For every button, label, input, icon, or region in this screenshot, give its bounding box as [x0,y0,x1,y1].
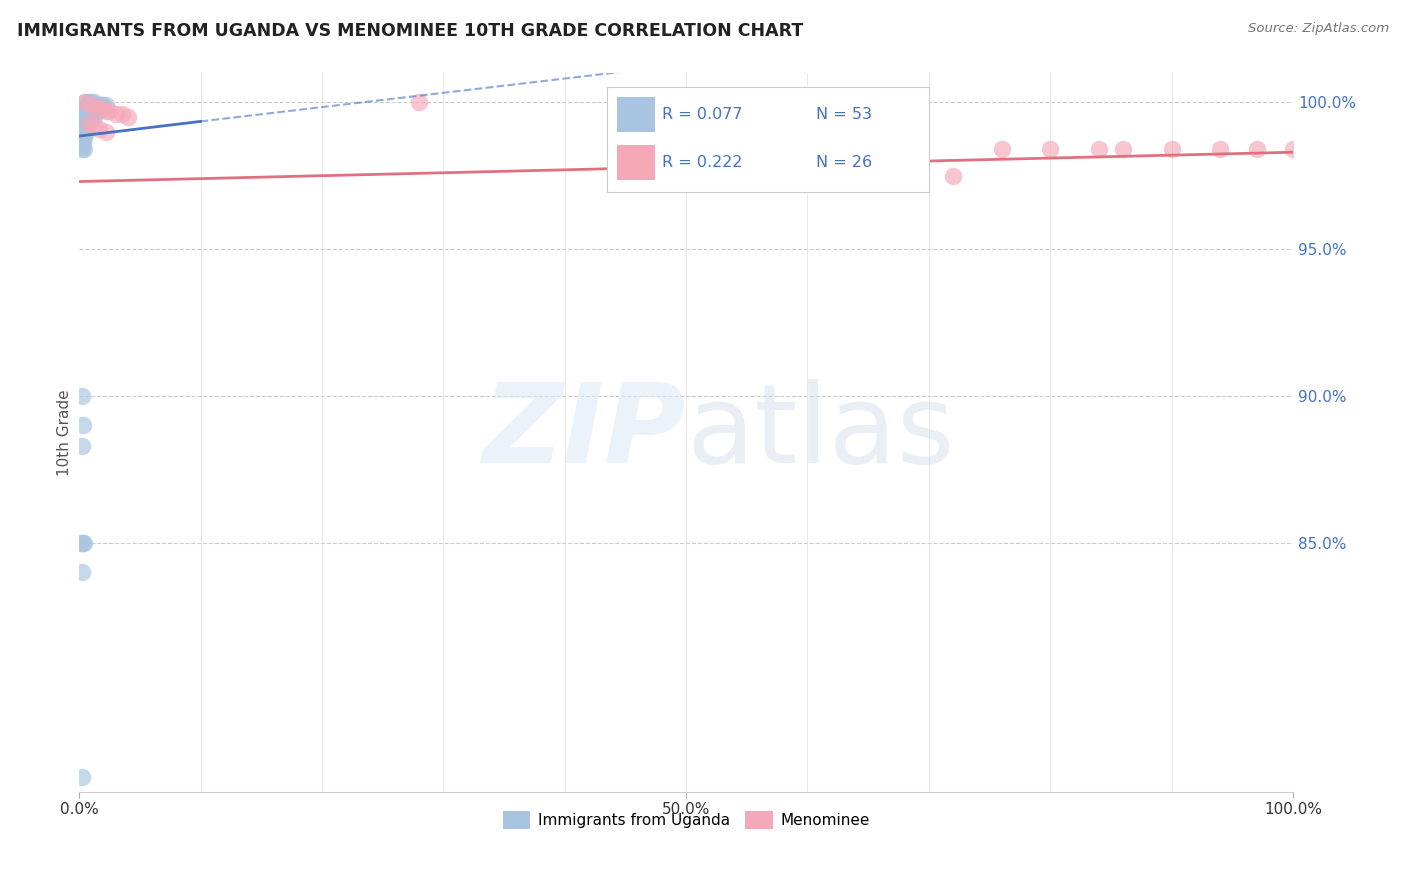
Point [110,107,132,121]
Point [86,101,108,115]
Point [117,110,139,124]
Point [77,101,100,115]
Point [1209,142,1232,156]
Point [72,107,94,121]
Point [86,101,108,115]
Point [1087,142,1109,156]
Point [70,439,93,453]
Point [75,101,97,115]
Point [104,107,127,121]
Point [1246,142,1268,156]
Point [72,136,94,151]
Point [77,116,100,130]
Point [70,565,93,579]
Point [86,104,108,119]
Point [70,121,93,136]
Point [70,770,93,784]
Point [79,110,101,124]
Point [70,130,93,145]
Point [893,142,915,156]
Point [70,133,93,147]
Point [94,125,117,139]
Point [79,107,101,121]
Point [856,142,879,156]
Point [1282,142,1305,156]
Point [72,418,94,433]
Point [90,101,112,115]
Point [70,535,93,549]
Point [1160,142,1182,156]
Point [75,125,97,139]
Point [70,389,93,403]
Legend: Immigrants from Uganda, Menominee: Immigrants from Uganda, Menominee [496,805,876,835]
Point [796,142,818,156]
Text: Source: ZipAtlas.com: Source: ZipAtlas.com [1249,22,1389,36]
Point [80,95,103,110]
Point [73,112,96,127]
Point [94,98,117,112]
Point [73,535,96,549]
Point [77,112,100,127]
Point [72,125,94,139]
Point [83,101,105,115]
Point [83,104,105,119]
Point [75,119,97,133]
Point [1112,142,1135,156]
Point [73,130,96,145]
Point [70,535,93,549]
Point [98,104,121,119]
Point [75,107,97,121]
Point [75,95,97,110]
Text: atlas: atlas [686,379,955,486]
Point [70,119,93,133]
Point [83,119,105,133]
Point [990,142,1012,156]
Point [70,139,93,153]
Point [72,104,94,119]
Point [72,110,94,124]
Point [83,95,105,110]
Point [87,121,110,136]
Point [93,98,115,112]
Point [73,142,96,156]
Point [75,104,97,119]
Point [408,95,430,110]
Point [1039,142,1062,156]
Point [72,116,94,130]
Text: ZIP: ZIP [482,379,686,486]
Point [79,104,101,119]
Point [80,98,103,112]
Text: IMMIGRANTS FROM UGANDA VS MENOMINEE 10TH GRADE CORRELATION CHART: IMMIGRANTS FROM UGANDA VS MENOMINEE 10TH… [17,22,803,40]
Point [70,142,93,156]
Point [70,128,93,142]
Point [75,110,97,124]
Point [90,98,112,112]
Point [90,101,112,115]
Point [75,116,97,130]
Point [942,169,965,183]
Point [94,104,117,119]
Point [93,101,115,115]
Point [86,98,108,112]
Point [75,95,97,110]
Y-axis label: 10th Grade: 10th Grade [58,389,72,475]
Point [77,95,100,110]
Point [83,110,105,124]
